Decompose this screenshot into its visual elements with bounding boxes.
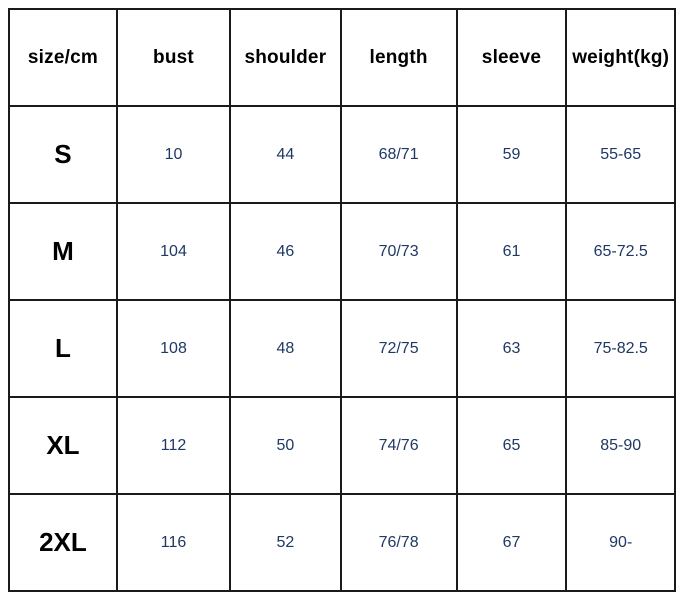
- table-row-s: S 10 44 68/71 59 55-65: [8, 105, 676, 204]
- table-cell: 75-82.5: [565, 299, 676, 398]
- size-label: S: [8, 105, 118, 204]
- table-cell: 85-90: [565, 396, 676, 495]
- table-cell: 44: [229, 105, 342, 204]
- size-label: M: [8, 202, 118, 301]
- table-cell: 104: [115, 202, 232, 301]
- column-header-size: size/cm: [8, 8, 118, 107]
- column-header-bust: bust: [115, 8, 232, 107]
- table-cell: 48: [229, 299, 342, 398]
- size-label: 2XL: [8, 493, 118, 592]
- table-cell: 61: [455, 202, 568, 301]
- size-label: L: [8, 299, 118, 398]
- table-cell: 72/75: [339, 299, 458, 398]
- table-cell: 55-65: [565, 105, 676, 204]
- table-row-l: L 108 48 72/75 63 75-82.5: [8, 299, 676, 398]
- table-row-xl: XL 112 50 74/76 65 85-90: [8, 396, 676, 495]
- table-cell: 46: [229, 202, 342, 301]
- table-cell: 63: [455, 299, 568, 398]
- column-header-sleeve: sleeve: [455, 8, 568, 107]
- table-cell: 70/73: [339, 202, 458, 301]
- table-cell: 116: [115, 493, 232, 592]
- table-cell: 74/76: [339, 396, 458, 495]
- table-cell: 90-: [565, 493, 676, 592]
- table-cell: 108: [115, 299, 232, 398]
- table-cell: 112: [115, 396, 232, 495]
- table-cell: 52: [229, 493, 342, 592]
- size-chart-table: size/cm bust shoulder length sleeve weig…: [8, 8, 676, 592]
- table-row-m: M 104 46 70/73 61 65-72.5: [8, 202, 676, 301]
- table-cell: 10: [115, 105, 232, 204]
- table-cell: 50: [229, 396, 342, 495]
- table-cell: 59: [455, 105, 568, 204]
- column-header-weight: weight(kg): [565, 8, 676, 107]
- size-label: XL: [8, 396, 118, 495]
- table-cell: 68/71: [339, 105, 458, 204]
- column-header-shoulder: shoulder: [229, 8, 342, 107]
- table-row-2xl: 2XL 116 52 76/78 67 90-: [8, 493, 676, 592]
- table-cell: 76/78: [339, 493, 458, 592]
- table-cell: 67: [455, 493, 568, 592]
- header-row: size/cm bust shoulder length sleeve weig…: [8, 8, 676, 107]
- table-cell: 65: [455, 396, 568, 495]
- table-cell: 65-72.5: [565, 202, 676, 301]
- column-header-length: length: [339, 8, 458, 107]
